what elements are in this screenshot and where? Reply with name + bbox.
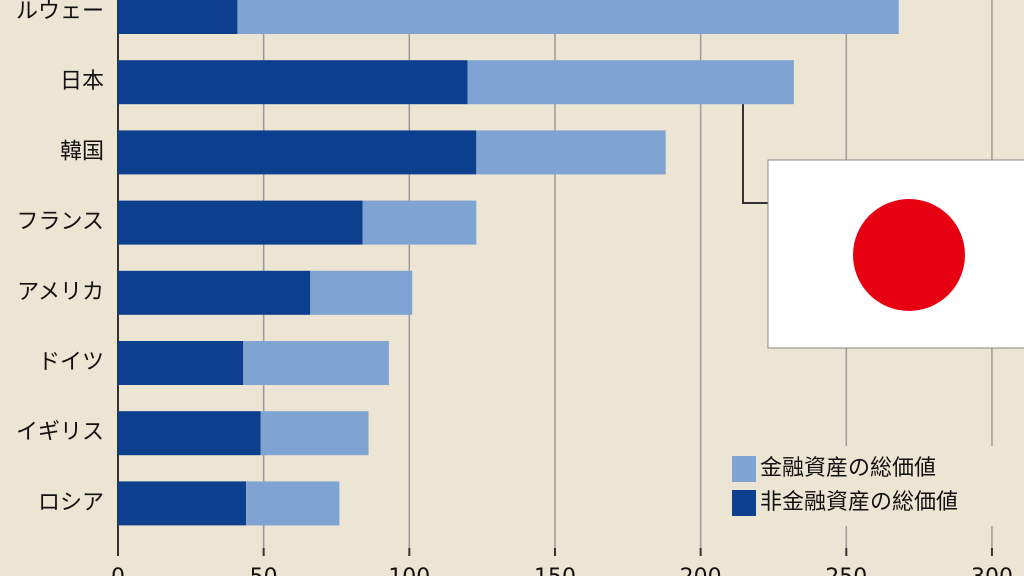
bar-segment xyxy=(118,341,244,385)
annotation-flag xyxy=(742,103,770,204)
bar-segment xyxy=(118,270,311,315)
y-tick-label: 日本 xyxy=(60,69,104,94)
bar-segment xyxy=(118,481,247,526)
y-tick-label: アメリカ xyxy=(17,280,104,305)
x-tick-label: 300 xyxy=(971,565,1013,576)
bar-segment xyxy=(237,0,899,34)
legend-box xyxy=(724,446,1024,526)
x-tick-label: 150 xyxy=(534,565,576,576)
bar-segment xyxy=(118,60,468,105)
bar-segment xyxy=(362,200,477,245)
bar-segment xyxy=(243,341,389,385)
x-tick-label: 200 xyxy=(680,565,722,576)
bar-segment xyxy=(260,411,369,456)
legend-label: 非金融資産の総価値 xyxy=(760,490,958,515)
y-tick-label: ロシア xyxy=(38,490,104,515)
x-tick-label: 100 xyxy=(388,565,430,576)
connector xyxy=(742,103,770,204)
legend-swatch xyxy=(732,456,756,482)
y-tick-label: ドイツ xyxy=(38,350,104,375)
y-tick-label: ルウェー xyxy=(16,0,104,24)
bar-segment xyxy=(246,481,340,526)
x-tick-label: 0 xyxy=(111,565,125,576)
legend-label: 金融資産の総価値 xyxy=(760,456,936,481)
x-tick-label: 50 xyxy=(250,565,278,576)
x-tick-label: 250 xyxy=(825,565,867,576)
y-tick-label: イギリス xyxy=(16,420,104,445)
bar-segment xyxy=(476,130,666,175)
y-tick-label: 韓国 xyxy=(60,139,104,164)
bar-segment xyxy=(310,270,413,315)
bar-segment xyxy=(118,200,363,245)
bar-segment xyxy=(118,0,238,34)
flag-circle xyxy=(853,199,965,311)
y-tick-label: フランス xyxy=(16,210,104,235)
bar-segment xyxy=(467,60,794,105)
legend-swatch xyxy=(732,490,756,516)
bar-segment xyxy=(118,411,261,456)
bar-segment xyxy=(118,130,477,175)
